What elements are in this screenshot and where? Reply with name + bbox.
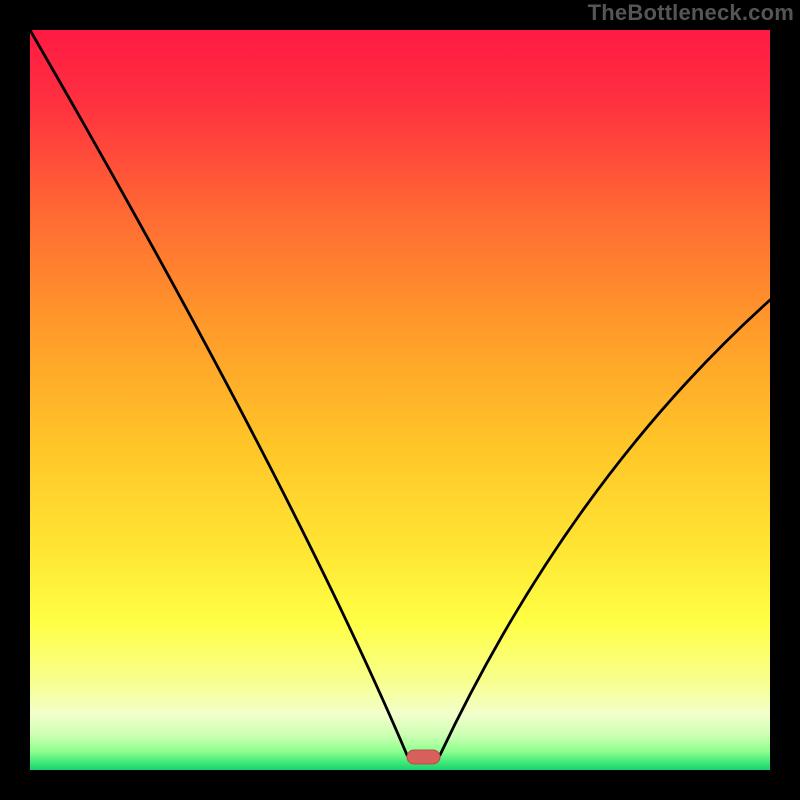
plot-background: [30, 30, 770, 770]
optimal-marker: [407, 750, 440, 764]
bottleneck-chart: [0, 0, 800, 800]
watermark-text: TheBottleneck.com: [588, 0, 794, 26]
